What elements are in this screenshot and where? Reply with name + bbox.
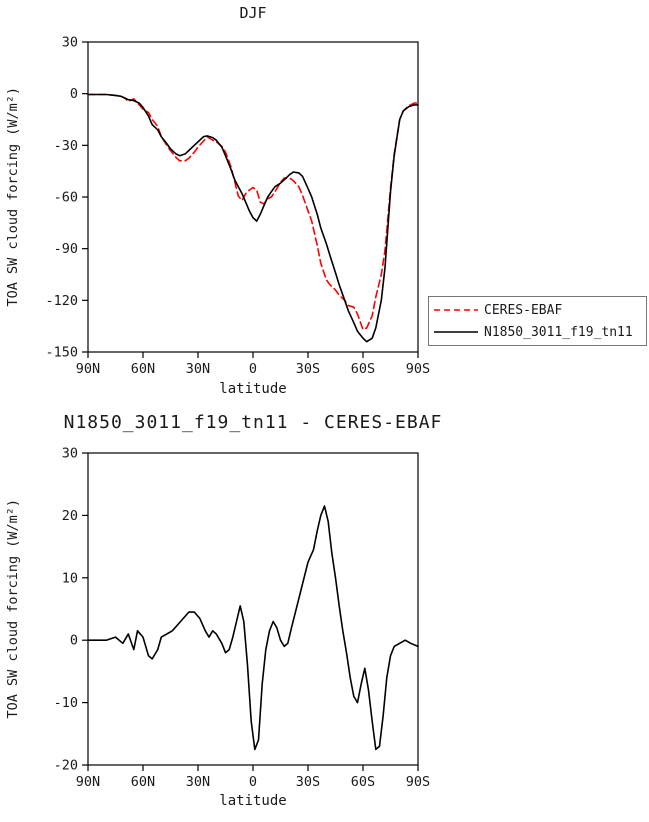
x-tick-label: 60S bbox=[351, 361, 375, 377]
bottom-chart-title: N1850_3011_f19_tn11 - CERES-EBAF bbox=[63, 412, 443, 433]
axis-frame bbox=[87, 41, 419, 353]
y-tick-label: -150 bbox=[45, 345, 78, 361]
bottom-y-axis-label-text: TOA SW cloud forcing (W/m²) bbox=[5, 499, 21, 719]
x-tick-label: 0 bbox=[249, 774, 257, 790]
x-tick-label: 90N bbox=[76, 361, 100, 377]
x-tick-label: 60N bbox=[131, 774, 155, 790]
model-solid-line-sample bbox=[434, 331, 478, 333]
top-x-axis-label: latitude bbox=[219, 381, 287, 397]
x-tick-label: 60N bbox=[131, 361, 155, 377]
x-tick-label: 30N bbox=[186, 361, 210, 377]
x-tick-label: 0 bbox=[249, 361, 257, 377]
series-line-1 bbox=[87, 93, 419, 343]
top-chart-title: DJF bbox=[239, 4, 267, 22]
legend-label-ceres: CERES-EBAF bbox=[484, 302, 563, 318]
top-y-axis-label: TOA SW cloud forcing (W/m²) bbox=[0, 42, 26, 352]
top-y-axis-label-text: TOA SW cloud forcing (W/m²) bbox=[5, 87, 21, 307]
y-tick-label: -60 bbox=[54, 190, 78, 206]
y-tick-label: 0 bbox=[70, 86, 78, 102]
y-tick-label: 10 bbox=[62, 570, 78, 586]
y-tick-label: 0 bbox=[70, 633, 78, 649]
x-tick-label: 90N bbox=[76, 774, 100, 790]
legend-label-model: N1850_3011_f19_tn11 bbox=[484, 324, 633, 340]
axis-frame bbox=[87, 452, 419, 766]
series-line-0 bbox=[87, 505, 419, 751]
ceres-dashed-line-sample bbox=[434, 309, 478, 311]
y-tick-label: -120 bbox=[45, 293, 78, 309]
x-tick-label: 90S bbox=[406, 361, 430, 377]
y-tick-label: -90 bbox=[54, 241, 78, 257]
legend-entry-model: N1850_3011_f19_tn11 bbox=[432, 325, 643, 340]
y-tick-label: -10 bbox=[54, 695, 78, 711]
y-tick-label: -20 bbox=[54, 758, 78, 774]
y-tick-label: 20 bbox=[62, 508, 78, 524]
x-tick-label: 30S bbox=[296, 361, 320, 377]
x-tick-label: 60S bbox=[351, 774, 375, 790]
y-tick-label: -30 bbox=[54, 138, 78, 154]
y-tick-label: 30 bbox=[62, 35, 78, 51]
series-line-0 bbox=[87, 93, 419, 331]
legend-entry-ceres: CERES-EBAF bbox=[432, 303, 643, 318]
x-tick-label: 30S bbox=[296, 774, 320, 790]
y-tick-label: 30 bbox=[62, 446, 78, 462]
bottom-y-axis-label: TOA SW cloud forcing (W/m²) bbox=[0, 453, 26, 765]
x-tick-label: 90S bbox=[406, 774, 430, 790]
legend: CERES-EBAF N1850_3011_f19_tn11 bbox=[428, 296, 647, 346]
x-tick-label: 30N bbox=[186, 774, 210, 790]
bottom-x-axis-label: latitude bbox=[219, 793, 287, 809]
